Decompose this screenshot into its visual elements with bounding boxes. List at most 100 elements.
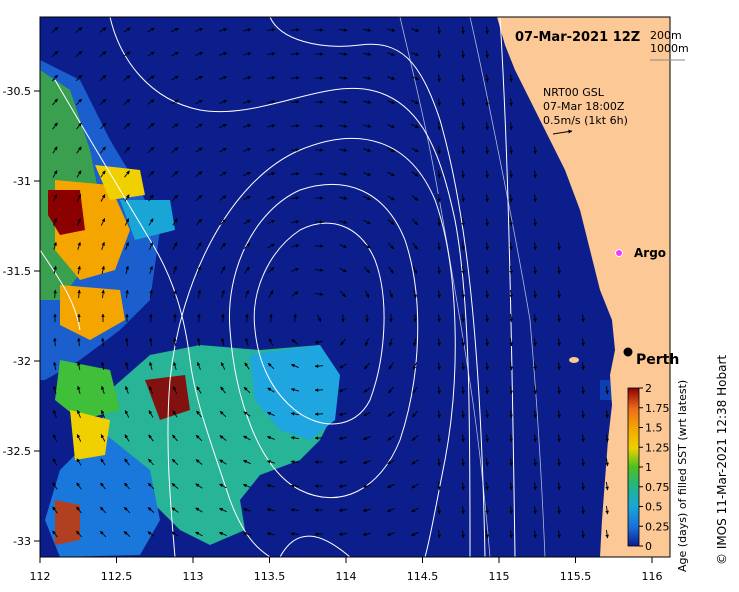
current-arrow — [362, 124, 372, 128]
current-arrow — [100, 218, 106, 226]
current-arrow — [437, 529, 441, 539]
lon-tick-label: 113.5 — [254, 570, 286, 583]
current-arrow — [509, 289, 513, 299]
current-arrow — [290, 52, 300, 56]
current-arrow — [363, 195, 372, 201]
current-arrow — [387, 483, 395, 489]
current-arrow — [99, 75, 107, 81]
current-arrow — [195, 51, 204, 57]
current-arrow — [461, 97, 465, 107]
current-arrow — [100, 170, 106, 178]
colorbar-tick-label: 1.75 — [645, 402, 670, 415]
current-arrow — [533, 433, 537, 443]
current-arrow — [485, 361, 489, 371]
current-arrow — [411, 147, 419, 153]
current-arrow — [266, 460, 275, 464]
current-arrow — [171, 483, 179, 489]
current-arrow — [461, 49, 465, 59]
current-arrow — [387, 52, 396, 56]
colorbar-tick-label: 0.75 — [645, 481, 670, 494]
current-arrow — [243, 124, 252, 128]
current-arrow — [485, 217, 489, 227]
current-arrow — [485, 337, 489, 347]
current-arrow — [291, 220, 300, 224]
lon-tick-label: 115.5 — [560, 570, 592, 583]
current-arrow — [437, 385, 441, 395]
current-arrow — [605, 529, 609, 539]
current-arrow — [509, 217, 513, 227]
current-arrow — [243, 195, 251, 201]
current-arrow — [76, 482, 82, 490]
current-arrow — [147, 482, 155, 490]
current-arrow — [267, 172, 276, 176]
current-arrow — [267, 196, 276, 200]
current-arrow — [75, 50, 83, 58]
current-arrow — [221, 289, 225, 298]
current-arrow — [171, 507, 179, 513]
current-arrow — [338, 436, 348, 440]
current-arrow — [195, 194, 203, 202]
current-arrow — [413, 289, 417, 299]
current-arrow — [557, 409, 561, 419]
current-arrow — [339, 290, 347, 298]
current-arrow — [53, 217, 57, 226]
current-arrow — [557, 265, 561, 275]
current-vector-field — [51, 25, 609, 539]
current-arrow — [76, 434, 82, 442]
current-arrow — [509, 145, 513, 155]
current-arrow — [509, 409, 513, 419]
current-arrow — [411, 76, 420, 80]
current-arrow — [461, 193, 465, 203]
current-arrow — [123, 531, 131, 537]
current-arrow — [171, 147, 179, 153]
current-arrow — [605, 409, 609, 419]
current-arrow — [149, 289, 153, 299]
current-arrow — [53, 361, 57, 370]
current-arrow — [557, 505, 561, 515]
current-arrow — [100, 434, 106, 442]
current-arrow — [242, 52, 252, 56]
lon-tick-label: 112 — [30, 570, 51, 583]
current-arrow — [242, 532, 251, 536]
current-arrow — [148, 434, 154, 442]
current-arrow — [99, 122, 107, 130]
current-arrow — [52, 98, 58, 106]
current-arrow — [196, 410, 202, 418]
current-arrow — [219, 435, 227, 441]
current-arrow — [219, 52, 228, 56]
current-arrow — [437, 25, 441, 35]
current-arrow — [172, 194, 178, 202]
current-arrow — [218, 531, 227, 537]
current-arrow — [509, 481, 513, 491]
current-arrow — [605, 481, 609, 491]
current-arrow — [557, 241, 561, 251]
current-arrow — [461, 169, 465, 179]
isobath-label-200m: 200m — [650, 29, 682, 42]
current-arrow — [172, 242, 178, 250]
current-arrow — [363, 243, 371, 249]
current-arrow — [291, 338, 299, 346]
current-arrow — [363, 52, 372, 56]
current-arrow — [509, 97, 513, 107]
current-arrow — [196, 242, 202, 250]
current-arrow — [581, 433, 585, 443]
current-arrow — [290, 148, 300, 152]
current-arrow — [266, 124, 276, 128]
current-arrow — [411, 459, 419, 465]
current-arrow — [243, 171, 251, 177]
current-arrow — [411, 218, 419, 226]
current-arrow — [290, 100, 300, 104]
current-arrow — [123, 122, 131, 130]
current-arrow — [290, 388, 299, 392]
current-arrow — [485, 505, 489, 515]
current-arrow — [220, 242, 226, 250]
current-arrow — [195, 171, 203, 177]
current-arrow — [581, 481, 585, 491]
current-arrow — [338, 508, 348, 512]
current-arrow — [485, 73, 489, 83]
current-arrow — [485, 529, 489, 539]
lat-tick-label: -31 — [13, 175, 31, 188]
colorbar: 2 1.75 1.5 1.25 1 0.75 0.5 0.25 0 Age (days) of … — [627, 380, 689, 572]
current-arrow — [461, 265, 465, 275]
current-arrow — [533, 169, 537, 179]
